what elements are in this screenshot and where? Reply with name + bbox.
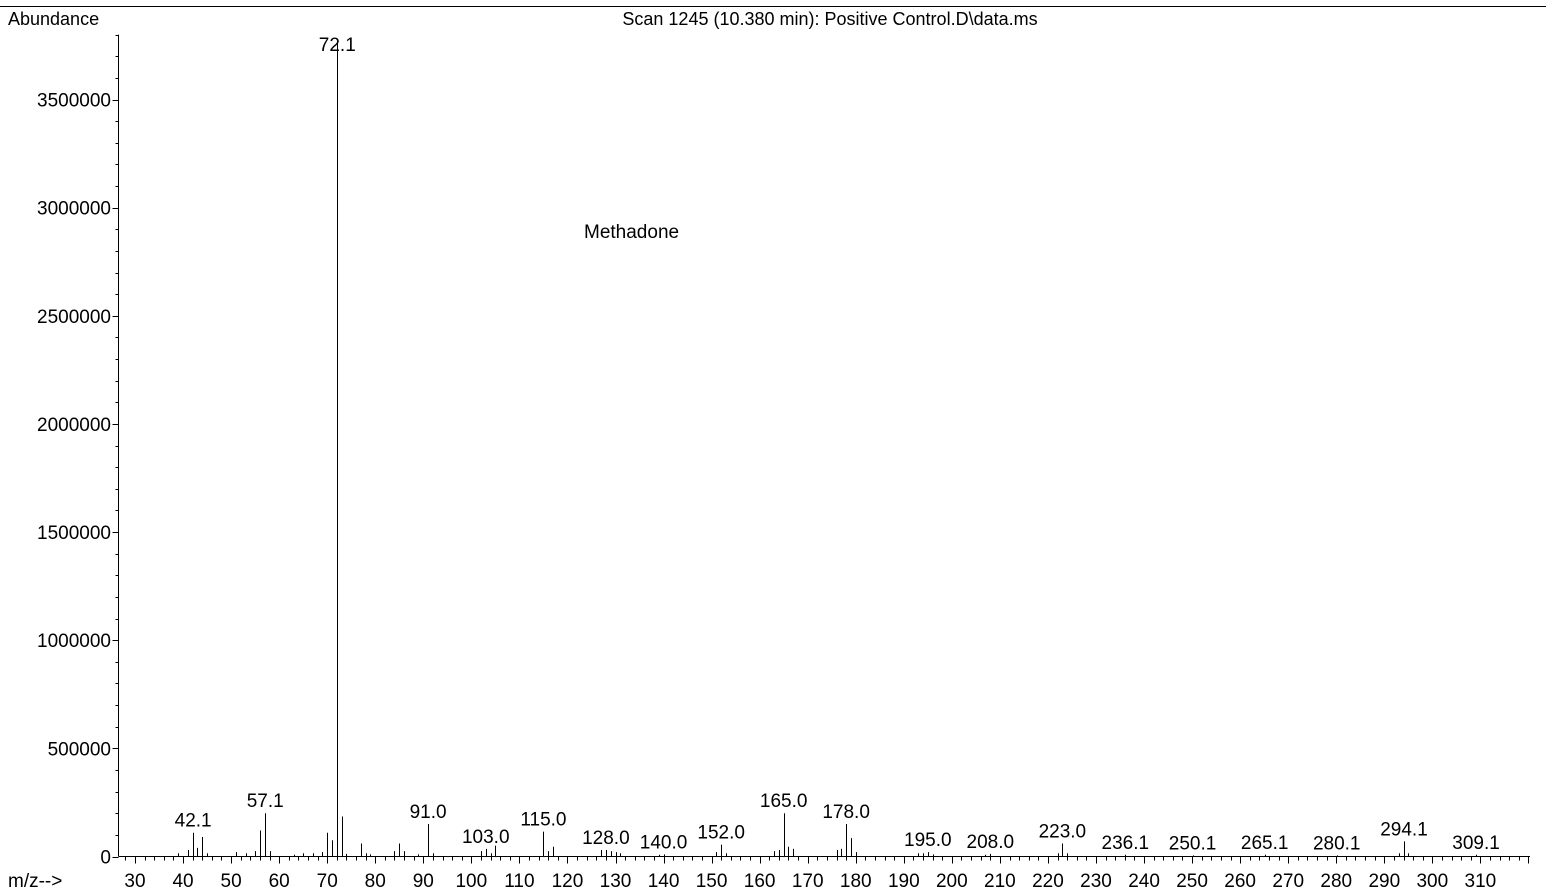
peak-label: 165.0 — [760, 791, 808, 812]
x-tick-label: 300 — [1416, 871, 1448, 892]
x-axis-ticks: 30 40 50 60 70 80 90 100 110 120 130 140 150 160 170 18… — [124, 856, 1529, 892]
x-tick-label: 90 — [413, 871, 434, 892]
x-tick-label: 180 — [840, 871, 872, 892]
peak-label: 128.0 — [582, 828, 630, 849]
x-tick-label: 30 — [124, 871, 145, 892]
peak-label: 57.1 — [247, 791, 284, 812]
peak-label: 115.0 — [520, 810, 566, 831]
peak-label: 152.0 — [697, 823, 745, 844]
y-tick-label: 3500000 — [37, 91, 111, 112]
x-tick-label: 120 — [552, 871, 584, 892]
x-tick-label: 240 — [1128, 871, 1160, 892]
y-tick-label: 3000000 — [37, 199, 111, 220]
peak-label: 280.1 — [1313, 833, 1361, 854]
x-tick-label: 50 — [221, 871, 242, 892]
x-tick-label: 310 — [1465, 871, 1497, 892]
x-tick-label: 190 — [888, 871, 920, 892]
x-tick-label: 80 — [365, 871, 386, 892]
peak-label: 195.0 — [904, 830, 952, 851]
x-tick-label: 220 — [1032, 871, 1064, 892]
peak-label: 178.0 — [822, 802, 870, 823]
x-tick-label: 160 — [744, 871, 776, 892]
y-tick-label: 1000000 — [37, 631, 111, 652]
x-tick-label: 280 — [1320, 871, 1352, 892]
chart-title: Scan 1245 (10.380 min): Positive Control… — [622, 9, 1037, 29]
x-tick-label: 260 — [1224, 871, 1256, 892]
y-axis-ticks: 0 500000 1000000 1500000 2000000 2500000 30000… — [37, 35, 119, 869]
peak-label: 42.1 — [175, 811, 212, 832]
peak-label: 72.1 — [319, 35, 356, 56]
y-tick-label: 500000 — [48, 739, 111, 760]
x-tick-label: 40 — [172, 871, 193, 892]
peak-label: 140.0 — [640, 832, 688, 853]
x-axis-title: m/z--> — [8, 871, 62, 892]
y-tick-label: 2500000 — [37, 307, 111, 328]
y-tick-label: 0 — [100, 848, 111, 869]
x-tick-label: 110 — [504, 871, 534, 892]
y-tick-label: 1500000 — [37, 523, 111, 544]
x-tick-label: 150 — [696, 871, 728, 892]
peak-label: 309.1 — [1452, 833, 1500, 854]
x-tick-label: 230 — [1080, 871, 1112, 892]
peak-labels: 42.1 57.1 72.1 91.0 103.0 115.0 128.0 140.0 152.… — [175, 35, 1500, 854]
peak-label: 250.1 — [1169, 833, 1217, 854]
peak-label: 294.1 — [1380, 819, 1428, 840]
x-tick-label: 140 — [648, 871, 680, 892]
x-tick-label: 200 — [936, 871, 968, 892]
peak-label: 236.1 — [1102, 833, 1150, 854]
compound-annotation: Methadone — [584, 222, 679, 243]
chart-frame — [0, 6, 1546, 857]
peak-label: 265.1 — [1241, 833, 1289, 854]
x-tick-label: 290 — [1368, 871, 1400, 892]
x-tick-label: 130 — [600, 871, 632, 892]
x-tick-label: 70 — [317, 871, 338, 892]
y-axis-title: Abundance — [8, 9, 99, 29]
x-tick-label: 60 — [269, 871, 290, 892]
x-tick-label: 170 — [792, 871, 824, 892]
peak-label: 103.0 — [462, 827, 510, 848]
y-tick-label: 2000000 — [37, 415, 111, 436]
x-tick-label: 250 — [1176, 871, 1208, 892]
x-tick-label: 100 — [455, 871, 487, 892]
x-tick-label: 270 — [1272, 871, 1304, 892]
x-tick-label: 210 — [984, 871, 1016, 892]
peak-label: 91.0 — [410, 802, 447, 823]
peak-label: 208.0 — [967, 832, 1015, 853]
spectrum-peaks — [178, 38, 1477, 857]
peak-label: 223.0 — [1039, 822, 1087, 843]
